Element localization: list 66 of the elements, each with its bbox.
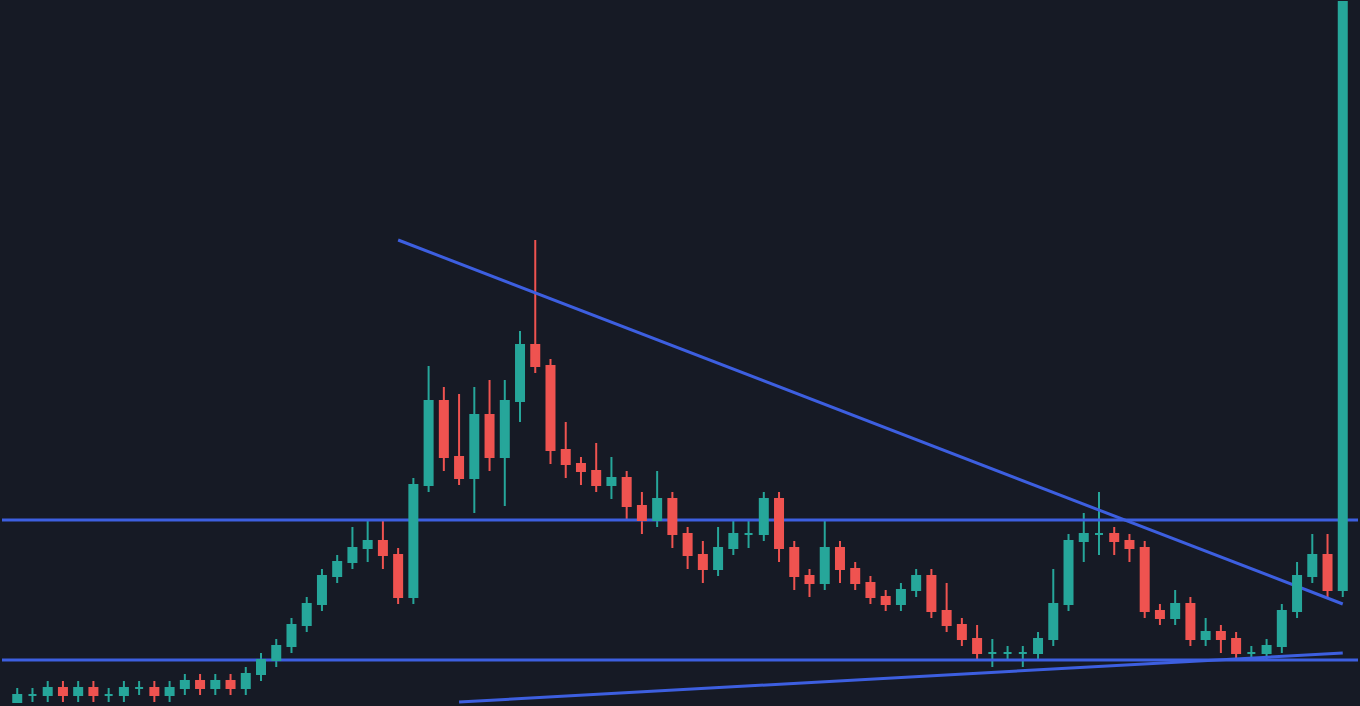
candlestick <box>240 666 251 696</box>
candlestick <box>73 680 84 703</box>
candlestick <box>575 456 586 486</box>
candlestick <box>789 540 800 591</box>
candlestick <box>1185 596 1196 647</box>
candlestick <box>911 568 922 598</box>
candlestick <box>1033 631 1044 661</box>
candlestick <box>895 582 906 612</box>
candlestick <box>865 575 876 605</box>
candlestick <box>652 470 663 528</box>
candlestick <box>667 491 678 549</box>
candlestick <box>88 680 99 703</box>
candlestick <box>195 673 206 696</box>
candlestick <box>393 547 404 605</box>
candlestick <box>850 561 861 591</box>
candlestick <box>697 540 708 584</box>
candlestick <box>1048 568 1059 647</box>
candlestick <box>636 491 647 535</box>
candlestick <box>57 680 68 703</box>
candlestick <box>926 568 937 619</box>
candlestick <box>118 680 129 703</box>
candlestick <box>362 519 373 563</box>
candlestick <box>42 680 53 703</box>
candlestick <box>819 519 830 591</box>
candlestick <box>804 568 815 598</box>
candlestick <box>164 680 175 703</box>
candlestick <box>332 554 343 584</box>
candlestick <box>225 673 236 696</box>
candlestick <box>1109 526 1120 556</box>
candlestick <box>271 638 282 668</box>
candlestick <box>1200 617 1211 647</box>
candlestick <box>210 673 221 696</box>
candlestick <box>1231 631 1242 661</box>
candlestick <box>941 582 952 633</box>
candlestick <box>1154 603 1165 626</box>
candlestick <box>560 421 571 479</box>
candlestick <box>621 470 632 521</box>
candlestick <box>1124 533 1135 563</box>
candlestick <box>972 624 983 661</box>
candlestick <box>1215 624 1226 654</box>
candlestick <box>256 652 267 682</box>
candlestick <box>454 393 465 486</box>
candlestick <box>530 239 541 374</box>
candlestick <box>347 526 358 570</box>
candlestick <box>316 568 327 612</box>
candlestick <box>758 491 769 542</box>
candlestick <box>956 617 967 647</box>
candlestick <box>179 673 190 696</box>
candlestick <box>1170 589 1181 626</box>
candlestick <box>286 617 297 654</box>
candlestick <box>591 442 602 493</box>
candlestick <box>713 526 724 577</box>
candlestick <box>606 456 617 500</box>
candlestick <box>149 680 160 703</box>
candlestick <box>682 526 693 570</box>
candlestick <box>880 589 891 612</box>
candlestick <box>728 519 739 556</box>
candlestick <box>301 596 312 633</box>
candlestick <box>1307 533 1318 584</box>
candlestick <box>377 519 388 570</box>
candlestick <box>1292 561 1303 619</box>
candlestick <box>834 540 845 584</box>
candlestick <box>484 379 495 472</box>
candlestick <box>1322 533 1333 598</box>
candlestick <box>1078 512 1089 563</box>
candlestick <box>1276 603 1287 654</box>
